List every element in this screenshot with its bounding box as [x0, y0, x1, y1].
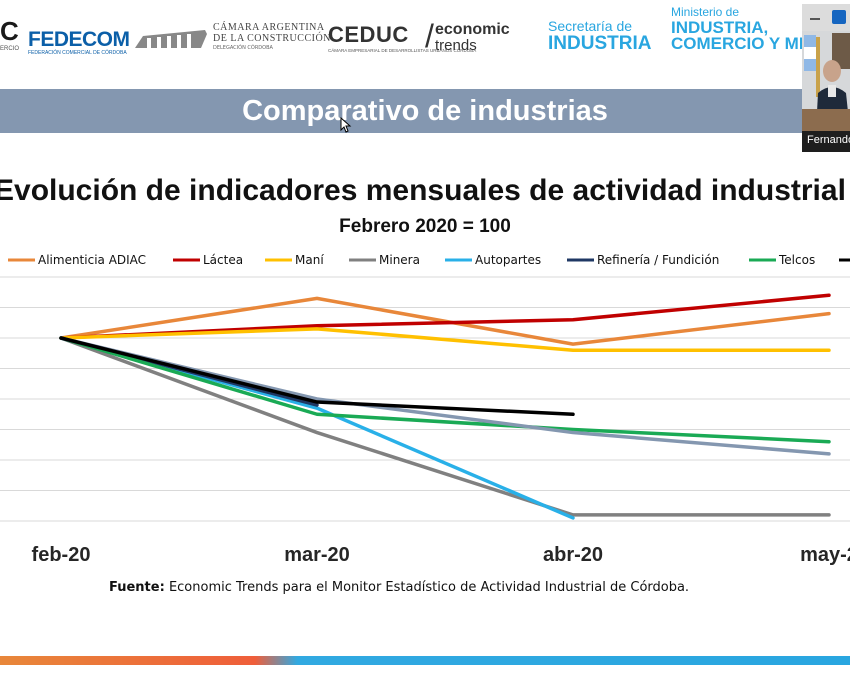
ministerio-line3: COMERCIO Y MIN	[671, 34, 816, 53]
series-line	[59, 336, 575, 416]
expand-icon[interactable]	[832, 10, 846, 24]
camara-building-icon	[135, 30, 207, 48]
x-tick-label: abr-20	[543, 544, 603, 566]
x-tick-label: may-2	[800, 544, 850, 566]
series-line	[59, 327, 831, 352]
economic-trends-line1: economic	[435, 21, 510, 38]
ministerio-line2: INDUSTRIA,	[671, 18, 769, 37]
ministerio-line1: Ministerio de	[671, 5, 740, 19]
legend-label: Alimenticia ADIAC	[38, 253, 146, 267]
line-chart: Alimenticia ADIAC Láctea Maní Minera Autopar…	[0, 253, 850, 566]
legend-label: Autopartes	[475, 253, 541, 267]
camara-sub: DELEGACIÓN CÓRDOBA	[213, 45, 273, 51]
ceduc-logo: CEDUC CÁMARA EMPRESARIAL DE DESARROLLIST…	[328, 22, 477, 53]
ceduc-name: CEDUC	[328, 22, 409, 47]
legend-label: Telcos	[778, 253, 815, 267]
source-label: Fuente:	[109, 580, 165, 595]
source-text: Economic Trends para el Monitor Estadíst…	[168, 580, 690, 595]
economic-trends-line2: trends	[435, 37, 477, 54]
legend-label: Láctea	[203, 253, 243, 267]
video-tile-toolbar	[802, 4, 850, 31]
economic-trends-slash-icon: /	[425, 18, 434, 54]
legend-label: Maní	[295, 253, 324, 267]
camara-name: CÁMARA ARGENTINA DE LA CONSTRUCCIÓN	[213, 22, 331, 44]
participant-video-image	[802, 31, 850, 131]
chamber-logo-sub: ERCIO	[0, 46, 20, 52]
participant-name: Fernando	[807, 134, 850, 146]
series-line	[59, 336, 831, 444]
x-tick-label: feb-20	[32, 544, 91, 566]
legend-label: Minera	[379, 253, 420, 267]
slide-banner: Comparativo de industrias	[0, 89, 850, 133]
source-note: Fuente: Economic Trends para el Monitor …	[109, 580, 689, 595]
secretaria-industria-logo: Secretaría de INDUSTRIA	[548, 18, 651, 55]
slide-title: Comparativo de industrias	[242, 95, 608, 127]
ministerio-logo: Ministerio de INDUSTRIA, COMERCIO Y MIN	[671, 4, 816, 52]
chart-subtitle: Febrero 2020 = 100	[339, 216, 511, 237]
minimize-icon[interactable]	[810, 18, 820, 20]
x-tick-label: mar-20	[284, 544, 350, 566]
series-line	[59, 293, 831, 340]
ceduc-sub: CÁMARA EMPRESARIAL DE DESARROLLISTAS URB…	[328, 48, 477, 53]
chart-title: Evolución de indicadores mensuales de ac…	[0, 174, 846, 207]
footer-stripe	[0, 656, 850, 665]
mouse-cursor-icon	[340, 117, 352, 133]
secretaria-line2: INDUSTRIA	[548, 33, 652, 54]
series-line	[59, 336, 831, 517]
chamber-logo-mark: C	[0, 16, 19, 46]
video-participant-tile[interactable]: Fernando	[802, 4, 850, 152]
logo-strip: C ERCIO FEDECOM FEDERACIÓN COMERCIAL DE …	[0, 0, 850, 82]
participant-video	[802, 31, 850, 131]
fedecom-sub: FEDERACIÓN COMERCIAL DE CÓRDOBA	[28, 50, 127, 56]
chamber-logo: C ERCIO	[0, 16, 19, 52]
legend-label: Refinería / Fundición	[597, 253, 719, 267]
fedecom-logo: FEDECOM FEDERACIÓN COMERCIAL DE CÓRDOBA	[28, 28, 130, 56]
secretaria-line1: Secretaría de	[548, 18, 633, 34]
fedecom-name: FEDECOM	[28, 28, 130, 51]
